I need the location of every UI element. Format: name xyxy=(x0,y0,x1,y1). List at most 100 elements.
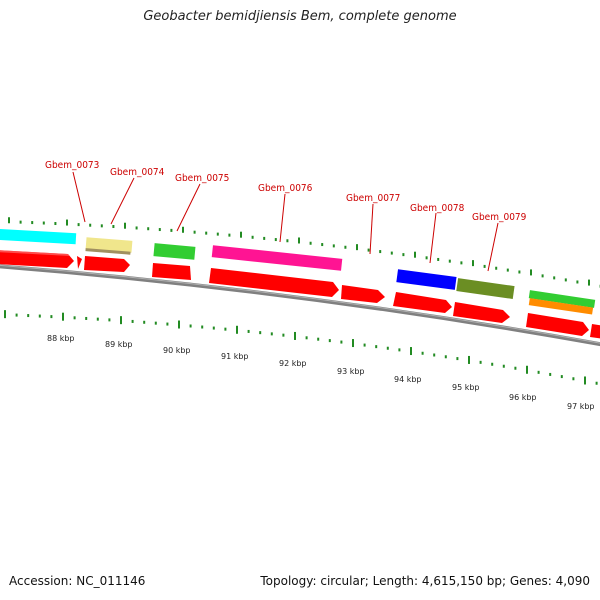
outer-tick xyxy=(193,230,196,234)
gene-label[interactable]: Gbem_0079 xyxy=(472,212,527,223)
scale-tick xyxy=(491,362,494,366)
outer-tick xyxy=(564,278,567,282)
scale-tick xyxy=(294,331,296,340)
backbone-line xyxy=(0,264,600,347)
outer-tick xyxy=(402,253,405,257)
genome-summary-text: Topology: circular; Length: 4,615,150 bp… xyxy=(260,574,590,588)
outer-tick xyxy=(541,274,544,278)
scale-tick xyxy=(154,321,157,325)
scale-tick xyxy=(247,329,250,333)
outer-tick xyxy=(170,228,173,232)
scale-tick xyxy=(386,346,389,350)
gene-label[interactable]: Gbem_0077 xyxy=(346,193,400,204)
cds-highlight xyxy=(0,250,70,256)
scale-tick xyxy=(131,319,134,323)
gene-label[interactable]: Gbem_0075 xyxy=(175,173,229,184)
gene-leader-line xyxy=(176,183,201,232)
map-title: Geobacter bemidjiensis Bem, complete gen… xyxy=(143,9,457,24)
outer-tick xyxy=(344,245,347,249)
outer-tick xyxy=(274,238,277,242)
outer-tick-track xyxy=(8,217,600,288)
scale-tick xyxy=(224,327,227,331)
scale-tick xyxy=(270,332,273,336)
cds-arrow xyxy=(209,268,339,297)
scale-tick xyxy=(468,355,470,364)
gene-leader-line xyxy=(72,171,86,223)
gene-leader-line xyxy=(487,222,499,272)
outer-tick xyxy=(89,223,92,227)
scale-tick xyxy=(502,364,505,368)
scale-tick xyxy=(38,314,41,318)
kbp-label: 96 kbp xyxy=(509,393,537,402)
scale-tick xyxy=(27,314,30,318)
backbone-highlight xyxy=(0,264,600,344)
scale-tick xyxy=(526,365,528,374)
gene-label[interactable]: Gbem_0076 xyxy=(258,183,313,194)
outer-tick xyxy=(42,221,45,225)
scale-tick xyxy=(212,326,215,330)
outer-tick xyxy=(216,232,219,236)
scale-tick xyxy=(560,375,563,379)
outer-tick xyxy=(460,261,463,265)
kbp-label: 95 kbp xyxy=(452,383,480,392)
outer-tick xyxy=(576,280,579,284)
scale-tick xyxy=(433,353,436,357)
gene-leader-line xyxy=(110,177,135,225)
outer-tick xyxy=(483,264,486,268)
scale-tick xyxy=(340,340,343,344)
outer-tick xyxy=(321,243,324,247)
outer-tick xyxy=(124,222,126,229)
outer-tick xyxy=(228,233,231,237)
outer-tick xyxy=(135,226,138,230)
outer-tick xyxy=(437,257,440,261)
scale-tick xyxy=(15,313,18,317)
scale-tick xyxy=(4,310,6,319)
cds-arrow xyxy=(77,256,82,269)
scale-tick xyxy=(62,312,64,321)
scale-tick xyxy=(584,376,586,385)
cog-block xyxy=(528,298,594,315)
scale-tick xyxy=(50,315,53,319)
scale-tick xyxy=(328,339,331,343)
gene-label[interactable]: Gbem_0073 xyxy=(45,160,99,171)
gene-label[interactable]: Gbem_0078 xyxy=(410,203,465,214)
cog-block xyxy=(211,245,343,271)
outer-tick xyxy=(495,266,498,270)
kbp-labels: 88 kbp 89 kbp 90 kbp 91 kbp 92 kbp 93 kb… xyxy=(47,334,595,411)
cds-track xyxy=(0,250,600,339)
cds-arrow xyxy=(341,285,385,303)
scale-tick xyxy=(120,316,122,325)
outer-tick xyxy=(205,231,208,235)
scale-tick xyxy=(201,325,204,329)
scale-tick xyxy=(282,333,285,337)
scale-tick xyxy=(259,331,262,335)
scale-tick xyxy=(178,320,180,329)
scale-tick xyxy=(421,351,424,355)
outer-tick xyxy=(54,222,57,226)
outer-tick xyxy=(367,248,370,252)
gene-leader-line xyxy=(429,212,437,264)
cog-blocks xyxy=(0,228,596,315)
scale-tick xyxy=(352,339,354,348)
outer-tick xyxy=(414,251,416,258)
outer-tick xyxy=(112,225,115,229)
gene-leader-line xyxy=(279,193,286,243)
scale-tick xyxy=(410,347,412,356)
outer-tick xyxy=(77,223,80,227)
outer-tick xyxy=(182,226,184,233)
scale-tick xyxy=(537,370,540,374)
scale-tick xyxy=(305,336,308,340)
scale-tick xyxy=(398,348,401,352)
outer-tick xyxy=(240,231,242,238)
outer-tick xyxy=(298,237,300,244)
outer-tick xyxy=(31,221,34,225)
scale-tick xyxy=(317,337,320,341)
cds-arrow xyxy=(526,313,589,336)
cog-block xyxy=(153,243,196,260)
outer-tick xyxy=(158,228,161,232)
outer-tick xyxy=(530,269,532,276)
gene-leader-line xyxy=(369,203,374,255)
gene-label[interactable]: Gbem_0074 xyxy=(110,167,165,178)
scale-tick xyxy=(96,317,99,321)
